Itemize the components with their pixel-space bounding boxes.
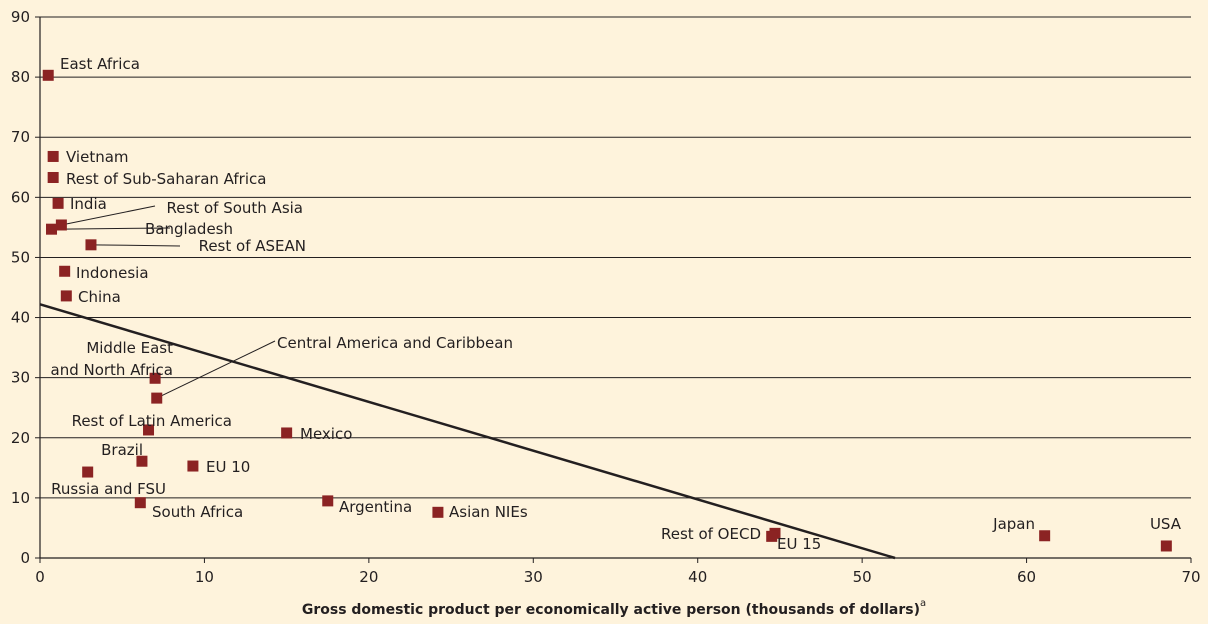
trend-line [39,303,896,560]
x-tick-label: 50 [853,568,872,586]
point-label: Indonesia [76,264,149,282]
x-axis-title-superscript: a [920,598,926,609]
point-label: Mexico [300,425,352,443]
point-label: Vietnam [66,148,129,166]
x-axis-title: Gross domestic product per economically … [302,598,926,618]
point-label: Argentina [339,498,412,516]
leader-lines [51,205,276,399]
data-point [82,466,94,478]
data-point [1039,530,1051,542]
leader-line [90,244,181,247]
data-point [47,171,59,183]
y-tick-label: 30 [11,369,30,387]
data-point [187,460,199,472]
point-label: Rest of South Asia [167,199,303,217]
data-point [149,372,161,384]
point-labels: East Africa Vietnam Rest of Sub-Saharan Af… [51,55,1182,553]
y-tick-label: 50 [11,248,30,266]
x-tick-label: 10 [195,568,214,586]
y-tick-label: 80 [11,68,30,86]
data-point [42,69,54,81]
point-label: EU 10 [206,458,250,476]
x-tick-label: 20 [359,568,378,586]
point-label: Rest of Latin America [72,412,232,430]
x-tick-label: 30 [524,568,543,586]
data-point [143,424,155,436]
data-point [60,290,72,302]
y-tick-label: 60 [11,188,30,206]
point-label: Bangladesh [145,220,233,238]
point-label: Brazil [101,441,143,459]
y-tick-label: 0 [20,549,30,567]
point-label: Russia and FSU [51,480,166,498]
data-points [42,69,1172,552]
y-tick-label: 40 [11,309,30,327]
point-label: Central America and Caribbean [277,334,513,352]
data-point [59,265,71,277]
data-point [766,530,778,542]
y-tick-label: 70 [11,128,30,146]
data-point [281,427,293,439]
data-point [322,495,334,507]
point-label: Asian NIEs [449,503,528,521]
y-tick-label: 20 [11,429,30,447]
x-tick-label: 40 [688,568,707,586]
point-label: China [78,288,121,306]
data-point [151,392,163,404]
data-point [1160,540,1172,552]
leader-line [51,227,171,230]
point-label: Japan [992,515,1035,533]
x-tick-label: 60 [1017,568,1036,586]
point-label: South Africa [152,503,243,521]
data-point [432,506,444,518]
y-tick-label: 10 [11,489,30,507]
point-label: Middle East and North Africa [51,339,174,379]
y-tick-label: 90 [11,8,30,26]
x-tick-label: 0 [35,568,45,586]
data-point [136,455,148,467]
leader-line [61,205,156,226]
point-label: East Africa [60,55,140,73]
data-point [46,223,58,235]
gridlines [40,16,1191,499]
point-label: USA [1150,515,1182,533]
data-point [134,497,146,509]
data-point [55,219,67,231]
leader-line [156,340,276,399]
trend-line-group [39,303,896,560]
point-label: Rest of OECD [661,525,761,543]
axes: 0 10 20 30 40 50 60 70 80 90 0 10 20 30 40 50 60 70 [11,8,1201,586]
x-tick-label: 70 [1181,568,1200,586]
data-point [85,239,97,251]
point-label: Rest of Sub-Saharan Africa [66,170,266,188]
point-label: EU 15 [777,535,821,553]
data-point [47,150,59,162]
point-label: Rest of ASEAN [199,237,306,255]
point-label: India [70,195,107,213]
data-point [52,197,64,209]
